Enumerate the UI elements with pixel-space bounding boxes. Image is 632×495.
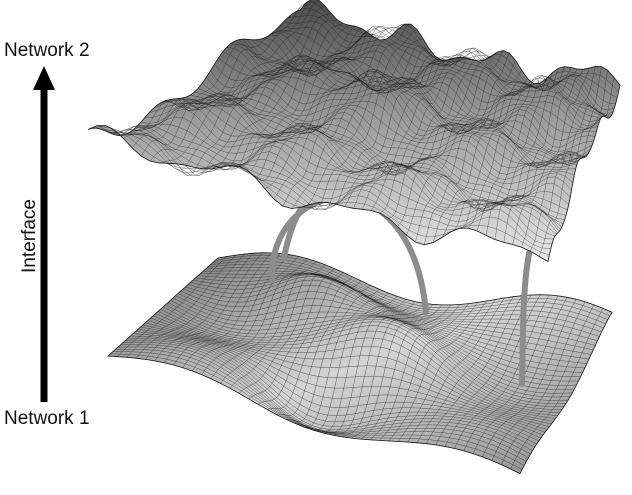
network-1-label: Network 1 xyxy=(4,408,90,430)
network-1-surface xyxy=(108,253,612,474)
interface-label: Interface xyxy=(19,199,41,273)
network-2-label: Network 2 xyxy=(4,40,90,62)
network-2-surface xyxy=(88,0,620,261)
